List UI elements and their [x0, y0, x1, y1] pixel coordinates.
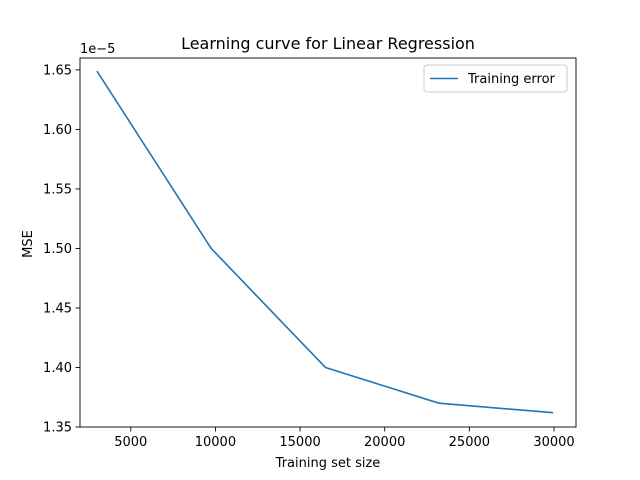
x-axis-label: Training set size	[275, 456, 381, 471]
y-tick-label-3: 1.50	[43, 242, 72, 257]
y-tick-label-2: 1.45	[43, 301, 72, 316]
x-tick-label-5: 30000	[533, 435, 574, 450]
x-tick-label-1: 10000	[195, 435, 236, 450]
series-line-0	[96, 70, 554, 414]
x-tick-label-2: 15000	[279, 435, 320, 450]
x-tick-label-0: 5000	[114, 435, 147, 450]
y-tick-label-1: 1.40	[43, 361, 72, 376]
chart-title: Learning curve for Linear Regression	[181, 34, 475, 53]
legend-box	[423, 64, 568, 93]
legend-label-0: Training error	[467, 72, 556, 87]
y-tick-label-4: 1.55	[43, 182, 72, 197]
plot-area: 5000 10000 15000 20000 25000 30000 1.35 1.40 1.4…	[43, 57, 577, 450]
axes-frame	[79, 57, 577, 428]
y-axis-label: MSE	[21, 230, 36, 258]
y-offset-label: 1e−5	[80, 42, 115, 57]
x-tick-label-3: 20000	[364, 435, 405, 450]
y-tick-label-6: 1.65	[43, 63, 72, 78]
y-tick-label-5: 1.60	[43, 123, 72, 138]
legend: Training error	[423, 64, 568, 93]
y-tick-label-0: 1.35	[43, 421, 72, 436]
x-tick-label-4: 25000	[449, 435, 490, 450]
